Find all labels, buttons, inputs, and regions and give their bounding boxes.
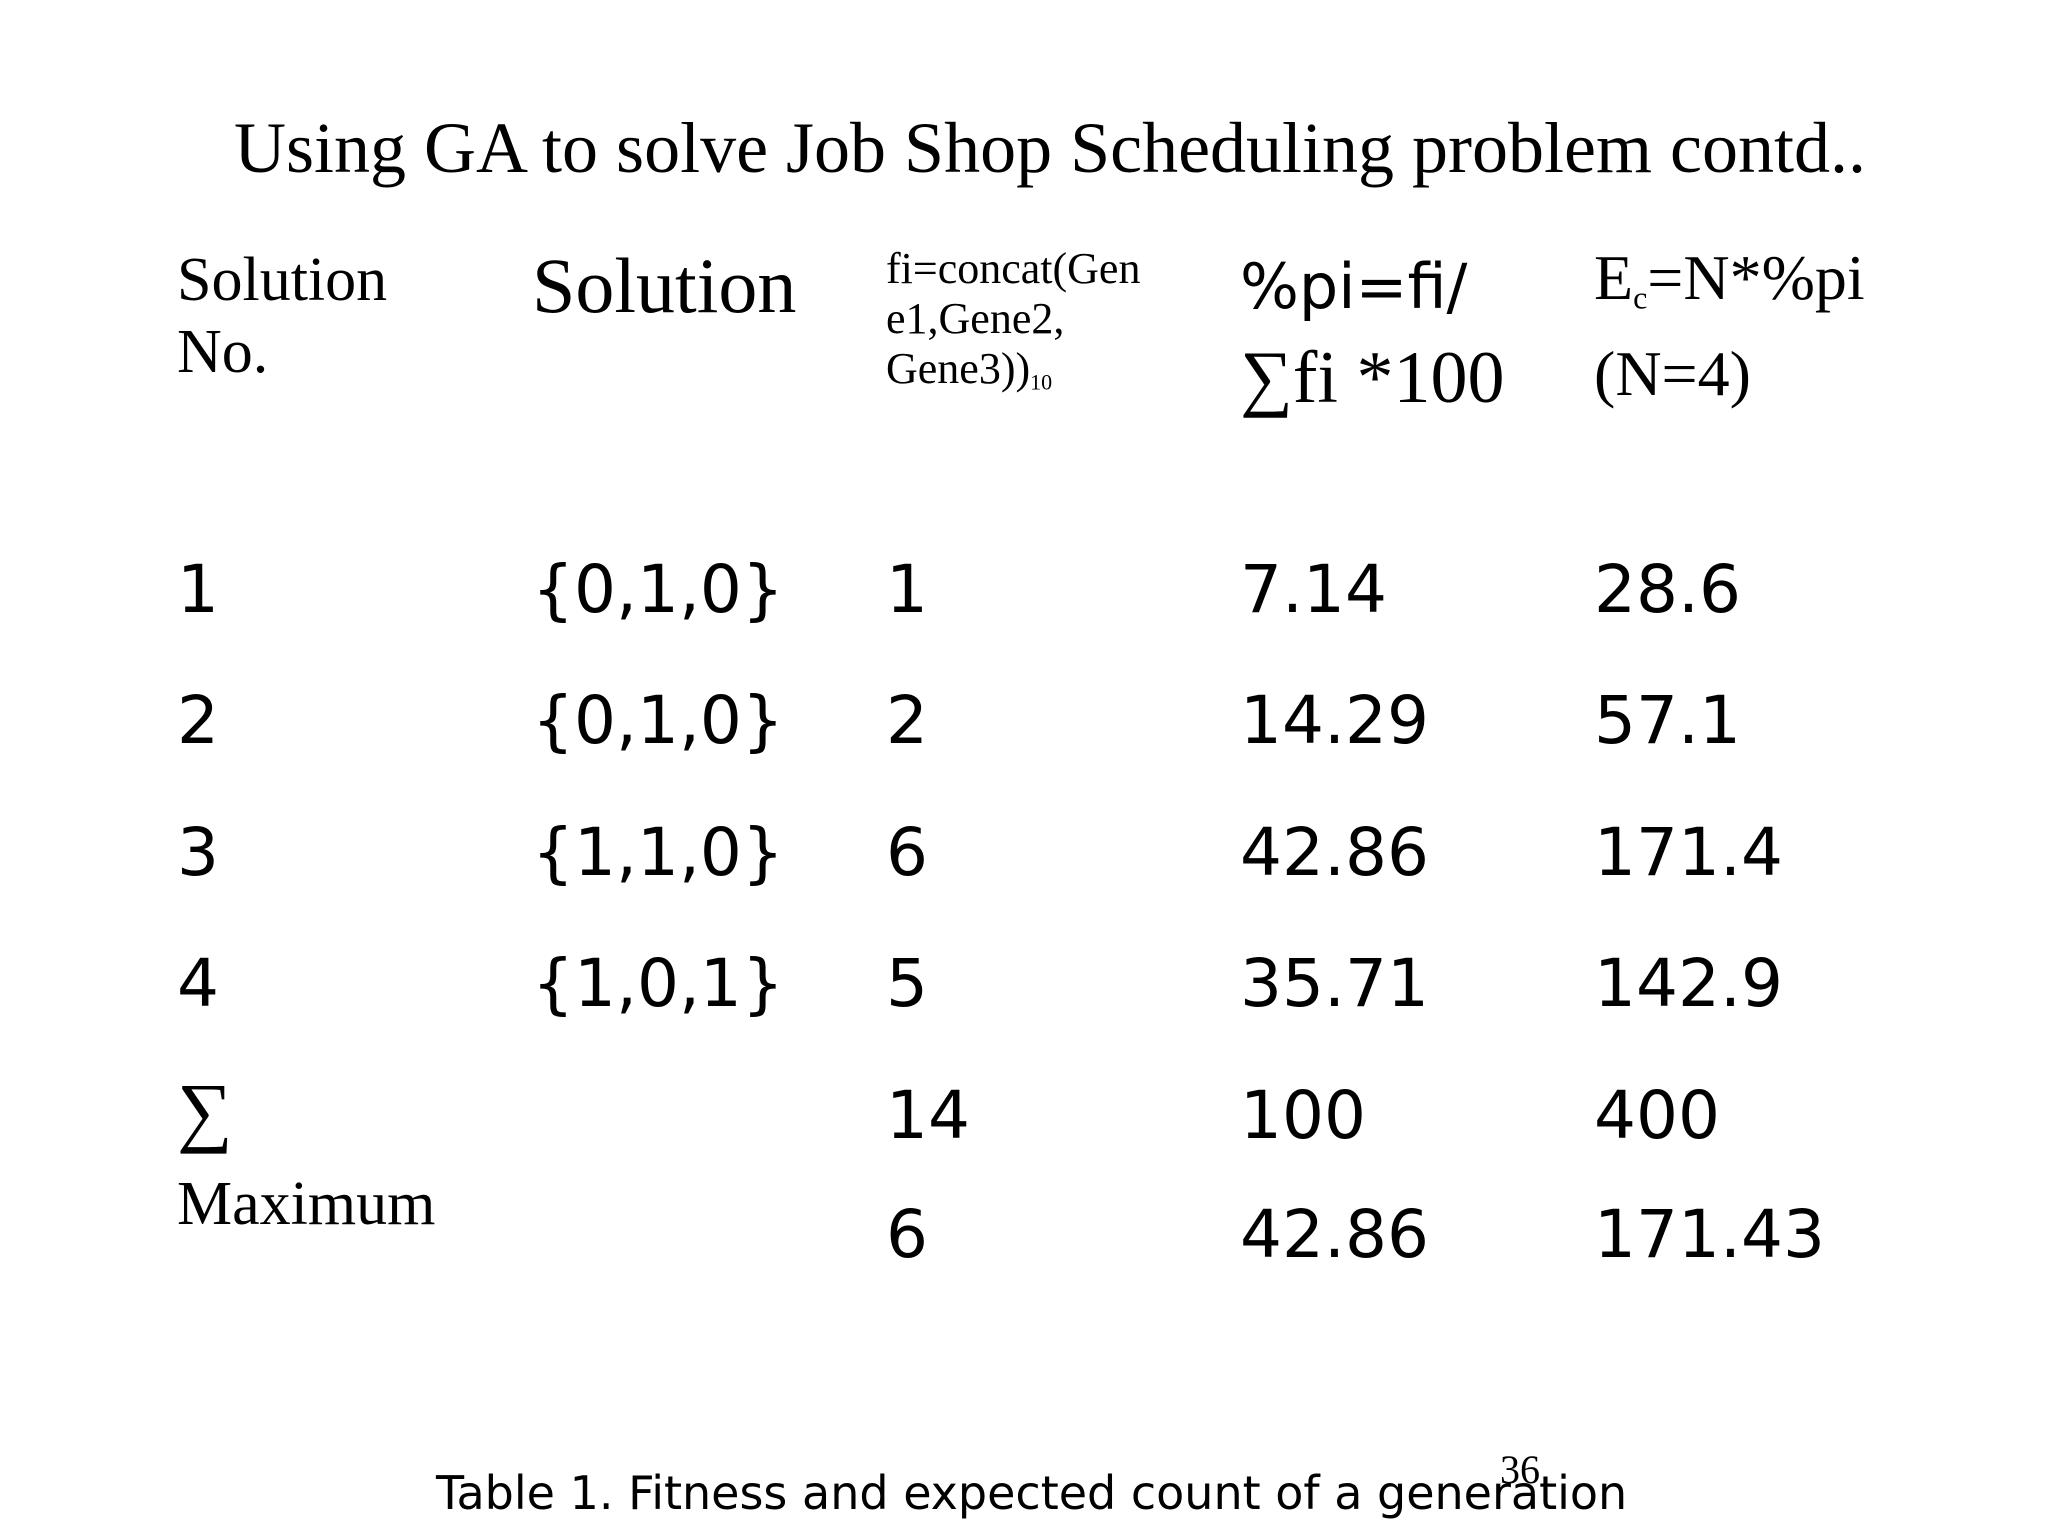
row4-fi: 5 — [886, 945, 928, 1022]
row2-pi: 14.29 — [1240, 682, 1429, 759]
row1-fi: 1 — [886, 551, 928, 628]
row3-ec: 171.4 — [1594, 814, 1783, 891]
header-fitness-line3: Gene3))10 — [886, 344, 1140, 408]
header-expected-e: E — [1594, 242, 1634, 313]
header-percent-line1: %pi=fi/ — [1240, 250, 1468, 323]
row2-no: 2 — [177, 682, 219, 759]
header-expected-rest: =N*%pi — [1647, 242, 1865, 313]
header-percent-line2: ∑fi *100 — [1240, 337, 1505, 419]
header-expected-subscript: c — [1633, 279, 1648, 316]
slide-title: Using GA to solve Job Shop Scheduling pr… — [234, 108, 1866, 188]
sum-fi: 14 — [886, 1077, 970, 1154]
row1-ec: 28.6 — [1594, 551, 1741, 628]
sum-pi: 100 — [1240, 1077, 1366, 1154]
header-solution-no-line2: No. — [177, 318, 269, 386]
header-expected-line1: Ec=N*%pi — [1594, 240, 1865, 336]
sum-label: ∑ — [177, 1067, 233, 1154]
header-expected: Ec=N*%pi (N=4) — [1594, 240, 1865, 412]
header-solution: Solution — [532, 242, 797, 329]
header-fitness-subscript: 10 — [1030, 369, 1053, 395]
header-fitness: fi=concat(Gen e1,Gene2, Gene3))10 — [886, 244, 1140, 408]
page-number: 36 — [1500, 1447, 1540, 1492]
row4-solution: {1,0,1} — [532, 945, 784, 1022]
row4-no: 4 — [177, 945, 219, 1022]
row4-ec: 142.9 — [1594, 945, 1783, 1022]
maximum-label: Maximum — [177, 1170, 436, 1238]
row1-pi: 7.14 — [1240, 551, 1387, 628]
table-caption: Table 1. Fitness and expected count of a… — [436, 1466, 1628, 1520]
sum-ec: 400 — [1594, 1077, 1720, 1154]
row4-pi: 35.71 — [1240, 945, 1429, 1022]
row1-solution: {0,1,0} — [532, 551, 784, 628]
header-fitness-line3-text: Gene3)) — [886, 344, 1031, 393]
max-fi: 6 — [886, 1196, 928, 1273]
row3-solution: {1,1,0} — [532, 814, 784, 891]
row3-fi: 6 — [886, 814, 928, 891]
row1-no: 1 — [177, 551, 219, 628]
row2-ec: 57.1 — [1594, 682, 1741, 759]
header-solution-no-line1: Solution — [177, 246, 388, 314]
header-fitness-line2: e1,Gene2, — [886, 294, 1065, 343]
row3-pi: 42.86 — [1240, 814, 1429, 891]
max-pi: 42.86 — [1240, 1196, 1429, 1273]
row3-no: 3 — [177, 814, 219, 891]
header-solution-no: Solution No. — [177, 244, 387, 388]
row2-solution: {0,1,0} — [532, 682, 784, 759]
header-expected-line2: (N=4) — [1594, 337, 1751, 409]
row2-fi: 2 — [886, 682, 928, 759]
header-fitness-line1: fi=concat(Gen — [886, 244, 1141, 293]
max-ec: 171.43 — [1594, 1196, 1825, 1273]
